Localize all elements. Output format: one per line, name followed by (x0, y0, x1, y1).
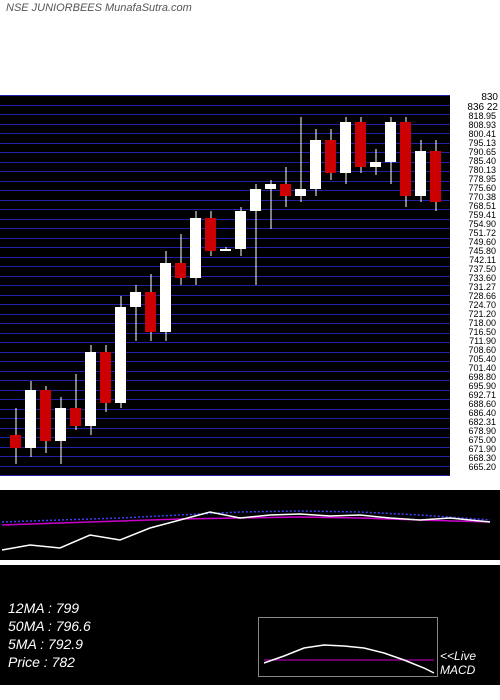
candle (325, 129, 336, 180)
candle (310, 129, 321, 196)
candle (85, 345, 96, 434)
indicator-panel (0, 490, 500, 560)
candle (205, 211, 216, 256)
candle (385, 117, 396, 184)
candle (100, 345, 111, 412)
macd-inset (258, 617, 438, 677)
candle (355, 117, 366, 173)
candle (220, 247, 231, 251)
candle (340, 117, 351, 184)
candle (415, 140, 426, 203)
candle (115, 296, 126, 408)
candle (280, 167, 291, 207)
chart-title: NSE JUNIORBEES MunafaSutra.com (6, 2, 192, 14)
macd-label: <<Live MACD (440, 649, 496, 677)
candle (70, 374, 81, 430)
candle (295, 117, 306, 202)
info-panel: 12MA : 799 50MA : 796.6 5MA : 792.9 Pric… (0, 565, 500, 685)
candle (190, 211, 201, 285)
candle (55, 397, 66, 464)
y-axis-labels: 818.95808.93800.41795.13790.65785.40780.… (450, 88, 498, 488)
candle (400, 117, 411, 206)
candle (370, 149, 381, 176)
candlestick-chart (0, 95, 450, 475)
ma12-label: 12MA : 799 (8, 600, 492, 616)
candle (175, 234, 186, 285)
candle (160, 251, 171, 340)
candle (10, 408, 21, 464)
candle (130, 285, 141, 341)
candle (430, 140, 441, 212)
candle (265, 180, 276, 229)
candle (250, 184, 261, 285)
candle (235, 207, 246, 256)
candle (25, 381, 36, 457)
candle (40, 386, 51, 453)
candle (145, 274, 156, 341)
chart-container: NSE JUNIORBEES MunafaSutra.com 830 836 2… (0, 0, 500, 700)
